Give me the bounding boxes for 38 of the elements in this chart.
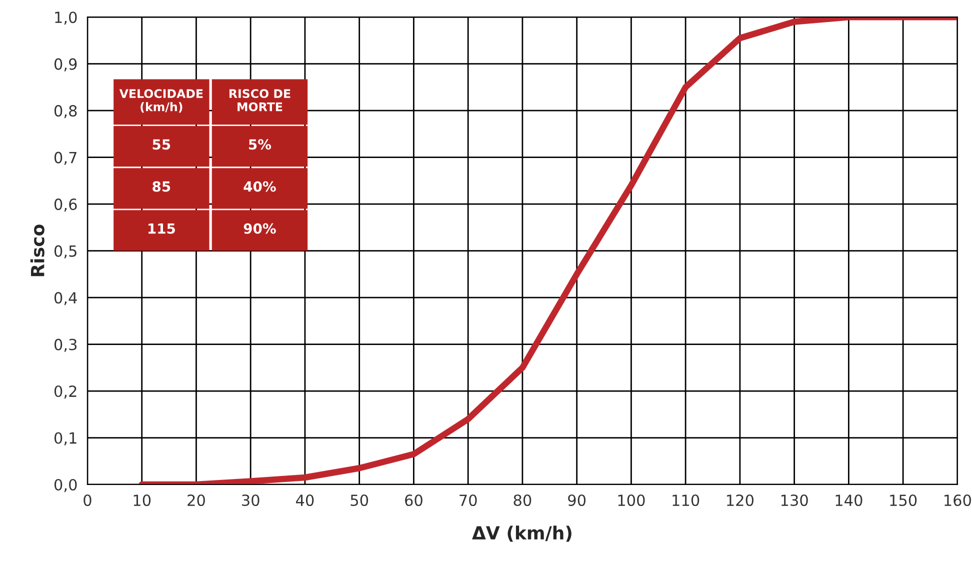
- x-tick-label: 80: [514, 494, 532, 506]
- x-tick-label: 140: [836, 494, 862, 506]
- x-tick-label: 50: [350, 494, 368, 506]
- y-tick-label: 0,0: [54, 478, 77, 492]
- x-tick-label: 60: [405, 494, 422, 506]
- x-tick-label: 90: [568, 494, 586, 506]
- y-tick-label: 0,5: [54, 245, 76, 258]
- annotation: 5%: [249, 139, 272, 150]
- x-tick-label: 0: [84, 494, 92, 506]
- annotation: VELOCIDADE (km/h): [119, 89, 203, 113]
- x-axis-title: ΔV (km/h): [472, 526, 572, 542]
- x-tick-label: 150: [890, 494, 917, 506]
- y-tick-label: 0,7: [54, 152, 76, 165]
- annotation: 115: [148, 223, 175, 234]
- y-tick-label: 0,8: [54, 105, 77, 118]
- y-tick-label: 1,0: [55, 12, 77, 25]
- y-tick-label: 0,4: [54, 292, 77, 306]
- x-tick-label: 110: [672, 494, 700, 506]
- y-axis-title: Risco: [30, 224, 44, 276]
- annotation: 85: [152, 181, 170, 192]
- y-tick-label: 0,9: [54, 58, 77, 72]
- x-tick-label: 120: [727, 494, 754, 506]
- annotation: RISCO DE MORTE: [229, 89, 290, 112]
- x-tick-label: 70: [460, 494, 477, 506]
- x-tick-label: 100: [618, 494, 645, 506]
- annotation: 55: [152, 139, 170, 150]
- x-tick-label: 30: [242, 494, 260, 506]
- y-tick-label: 0,6: [54, 198, 77, 212]
- x-tick-label: 10: [134, 494, 151, 506]
- x-tick-label: 130: [781, 494, 808, 506]
- y-tick-label: 0,2: [54, 385, 76, 399]
- x-tick-label: 40: [296, 494, 314, 506]
- y-tick-label: 0,1: [54, 432, 76, 446]
- x-tick-label: 20: [188, 494, 205, 506]
- x-tick-label: 160: [944, 494, 971, 506]
- annotation: 40%: [244, 181, 276, 192]
- annotation: 90%: [244, 223, 276, 234]
- y-tick-label: 0,3: [54, 338, 77, 352]
